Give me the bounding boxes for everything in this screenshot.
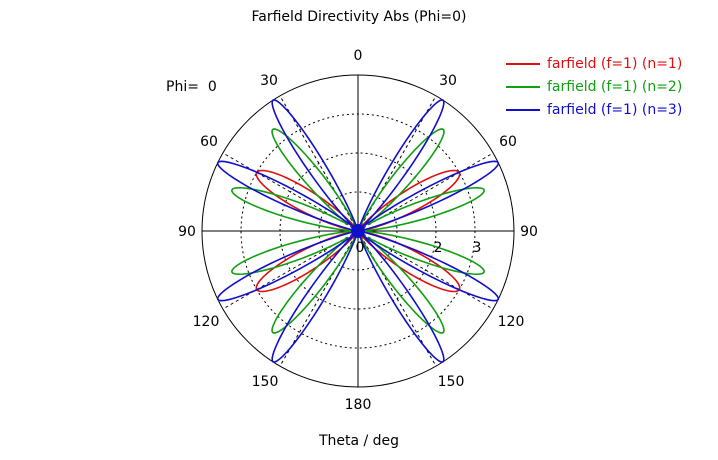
angle-label-4: 120	[193, 314, 220, 330]
legend-label-n3: farfield (f=1) (n=3)	[547, 101, 683, 118]
legend: farfield (f=1) (n=1) farfield (f=1) (n=2…	[506, 52, 682, 121]
chart-title: Farfield Directivity Abs (Phi=0)	[251, 9, 467, 25]
angle-label-8: 120	[498, 314, 525, 330]
legend-label-n1: farfield (f=1) (n=1)	[547, 55, 683, 72]
angle-label-1: 30	[260, 73, 278, 89]
angle-label-9: 90	[520, 224, 538, 240]
angle-label-5: 150	[252, 374, 279, 390]
legend-item-n1: farfield (f=1) (n=1)	[506, 52, 682, 75]
legend-item-n3: farfield (f=1) (n=3)	[506, 98, 682, 121]
legend-item-n2: farfield (f=1) (n=2)	[506, 75, 682, 98]
angle-label-10: 60	[499, 134, 517, 150]
center-marker	[351, 224, 365, 238]
phi-label: Phi=	[166, 79, 199, 95]
legend-swatch-n3	[506, 108, 540, 111]
angle-label-3: 90	[178, 224, 196, 240]
legend-label-n2: farfield (f=1) (n=2)	[547, 78, 683, 95]
x-axis-label: Theta / deg	[318, 433, 400, 449]
angle-label-11: 30	[439, 73, 457, 89]
angle-label-2: 60	[200, 134, 218, 150]
phi-value: 0	[207, 79, 217, 95]
phi-readout: Phi= 0	[166, 79, 217, 95]
radial-tick-0: 0	[356, 240, 365, 256]
radial-tick-3: 3	[473, 240, 482, 256]
radial-tick-2: 2	[434, 240, 443, 256]
angle-label-6: 180	[345, 397, 372, 413]
angle-label-7: 150	[438, 374, 465, 390]
legend-swatch-n2	[506, 85, 540, 88]
angle-label-0: 0	[354, 48, 363, 64]
legend-swatch-n1	[506, 62, 540, 65]
